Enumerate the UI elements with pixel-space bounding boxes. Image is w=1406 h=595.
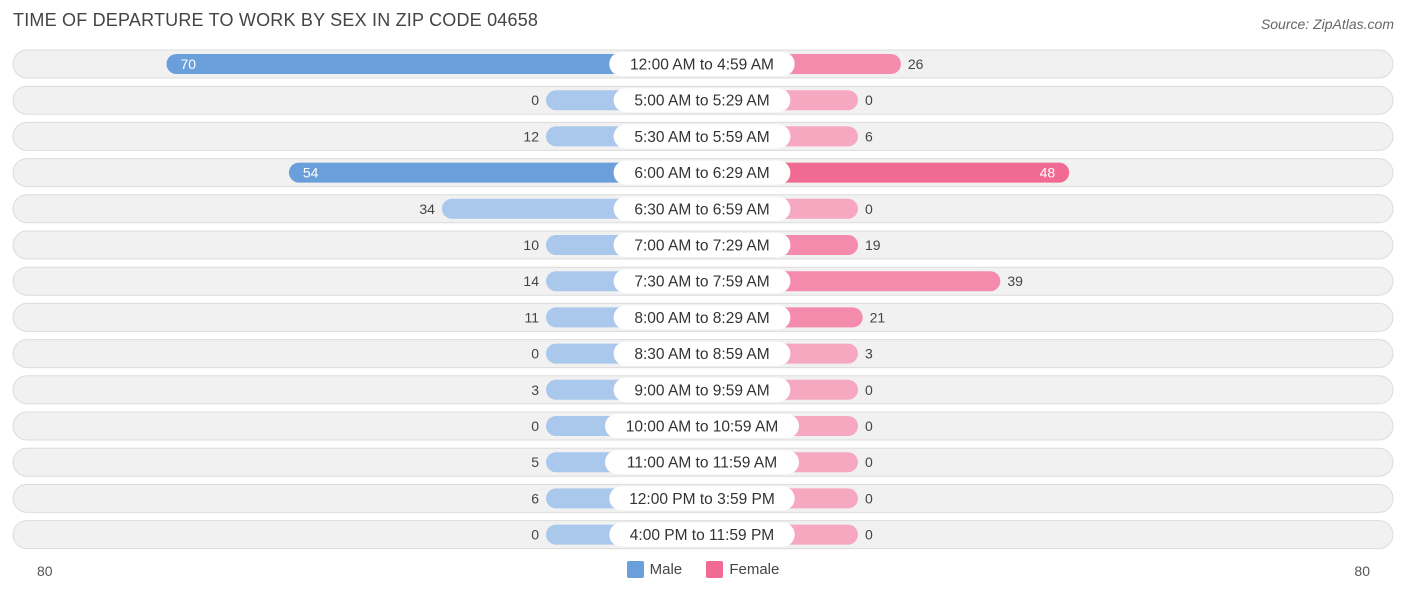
value-label-male: 0 [531, 527, 539, 543]
chart-row: 10:00 AM to 10:59 AM 0 0 [12, 411, 1394, 441]
chart-row: 7:30 AM to 7:59 AM 14 39 [12, 266, 1394, 296]
chart-row: 7:00 AM to 7:29 AM 10 19 [12, 230, 1394, 260]
value-label-female: 6 [865, 128, 873, 144]
value-label-male: 11 [524, 309, 539, 325]
legend-label-female: Female [729, 561, 780, 578]
value-label-male: 34 [419, 201, 435, 217]
bar-male [288, 162, 702, 183]
category-label: 5:00 AM to 5:29 AM [634, 93, 769, 110]
value-label-female: 3 [865, 346, 873, 362]
value-label-female: 0 [865, 454, 873, 470]
value-label-female: 19 [865, 237, 881, 253]
value-label-male: 3 [531, 382, 539, 398]
value-label-male: 54 [303, 165, 319, 181]
category-label: 7:30 AM to 7:59 AM [634, 274, 769, 291]
legend-swatch-male [626, 561, 644, 578]
category-pill [613, 88, 791, 113]
category-pill [613, 196, 791, 221]
chart-row: 8:30 AM to 8:59 AM 0 3 [12, 339, 1394, 369]
category-label: 9:00 AM to 9:59 AM [634, 382, 769, 399]
category-label: 11:00 AM to 11:59 AM [627, 455, 777, 472]
value-label-female: 0 [865, 418, 873, 434]
category-pill [613, 269, 791, 294]
category-label: 6:30 AM to 6:59 AM [634, 201, 769, 218]
value-label-male: 0 [531, 346, 539, 362]
category-pill [613, 377, 791, 402]
value-label-female: 0 [865, 201, 873, 217]
chart-row: 11:00 AM to 11:59 AM 5 0 [12, 447, 1394, 477]
value-label-female: 21 [870, 309, 886, 325]
category-label: 10:00 AM to 10:59 AM [626, 419, 779, 436]
legend-item-male: Male [626, 561, 683, 578]
legend-label-male: Male [649, 561, 683, 578]
value-label-male: 14 [523, 273, 539, 289]
chart-row: 5:30 AM to 5:59 AM 12 6 [12, 121, 1394, 151]
category-label: 5:30 AM to 5:59 AM [634, 129, 769, 146]
source-label: Source: ZipAtlas.com [1260, 16, 1394, 32]
value-label-male: 0 [531, 418, 539, 434]
value-label-male: 6 [531, 490, 539, 506]
category-pill [609, 52, 795, 76]
category-pill [609, 522, 795, 547]
category-pill [613, 305, 791, 330]
category-label: 4:00 PM to 11:59 PM [630, 527, 774, 544]
value-label-female: 48 [1040, 165, 1056, 181]
category-label: 8:00 AM to 8:29 AM [634, 310, 769, 327]
category-pill [613, 233, 791, 257]
axis-right-max: 80 [1354, 563, 1370, 579]
value-label-female: 0 [865, 490, 873, 506]
value-label-female: 26 [908, 56, 924, 72]
chart-row: 8:00 AM to 8:29 AM 11 21 [12, 302, 1394, 332]
category-label: 6:00 AM to 6:29 AM [634, 165, 769, 182]
category-label: 12:00 PM to 3:59 PM [629, 491, 775, 508]
chart-row: 6:30 AM to 6:59 AM 34 0 [12, 194, 1394, 224]
category-label: 7:00 AM to 7:29 AM [634, 238, 769, 255]
category-label: 8:30 AM to 8:59 AM [634, 346, 769, 363]
value-label-male: 10 [523, 237, 539, 253]
value-label-male: 0 [531, 92, 539, 108]
value-label-male: 5 [531, 454, 539, 470]
bar-male [166, 54, 702, 74]
bar-female [702, 162, 1070, 183]
legend-item-female: Female [706, 561, 779, 578]
chart-row: 5:00 AM to 5:29 AM 0 0 [12, 85, 1394, 115]
value-label-female: 0 [865, 92, 873, 108]
legend-swatch-female [706, 561, 724, 578]
value-label-female: 0 [865, 527, 873, 543]
category-pill [609, 486, 795, 511]
axis-left-max: 80 [37, 563, 53, 579]
value-label-male: 12 [523, 128, 539, 144]
value-label-female: 39 [1007, 273, 1023, 289]
category-pill [613, 341, 791, 366]
chart-row: 4:00 PM to 11:59 PM 0 0 [12, 520, 1394, 550]
value-label-male: 70 [181, 56, 197, 72]
chart-row: 12:00 AM to 4:59 AM 70 26 [12, 49, 1394, 79]
category-label: 12:00 AM to 4:59 AM [630, 57, 774, 74]
chart-title: TIME OF DEPARTURE TO WORK BY SEX IN ZIP … [13, 10, 539, 30]
category-pill [613, 160, 791, 185]
legend: Male Female [0, 561, 1406, 582]
category-pill [613, 124, 791, 149]
chart-row: 9:00 AM to 9:59 AM 3 0 [12, 375, 1394, 405]
category-pill [605, 414, 799, 438]
category-pill [605, 450, 799, 475]
chart-row: 6:00 AM to 6:29 AM 54 48 [12, 158, 1394, 188]
value-label-female: 0 [865, 382, 873, 398]
chart-row: 12:00 PM to 3:59 PM 6 0 [12, 483, 1394, 513]
